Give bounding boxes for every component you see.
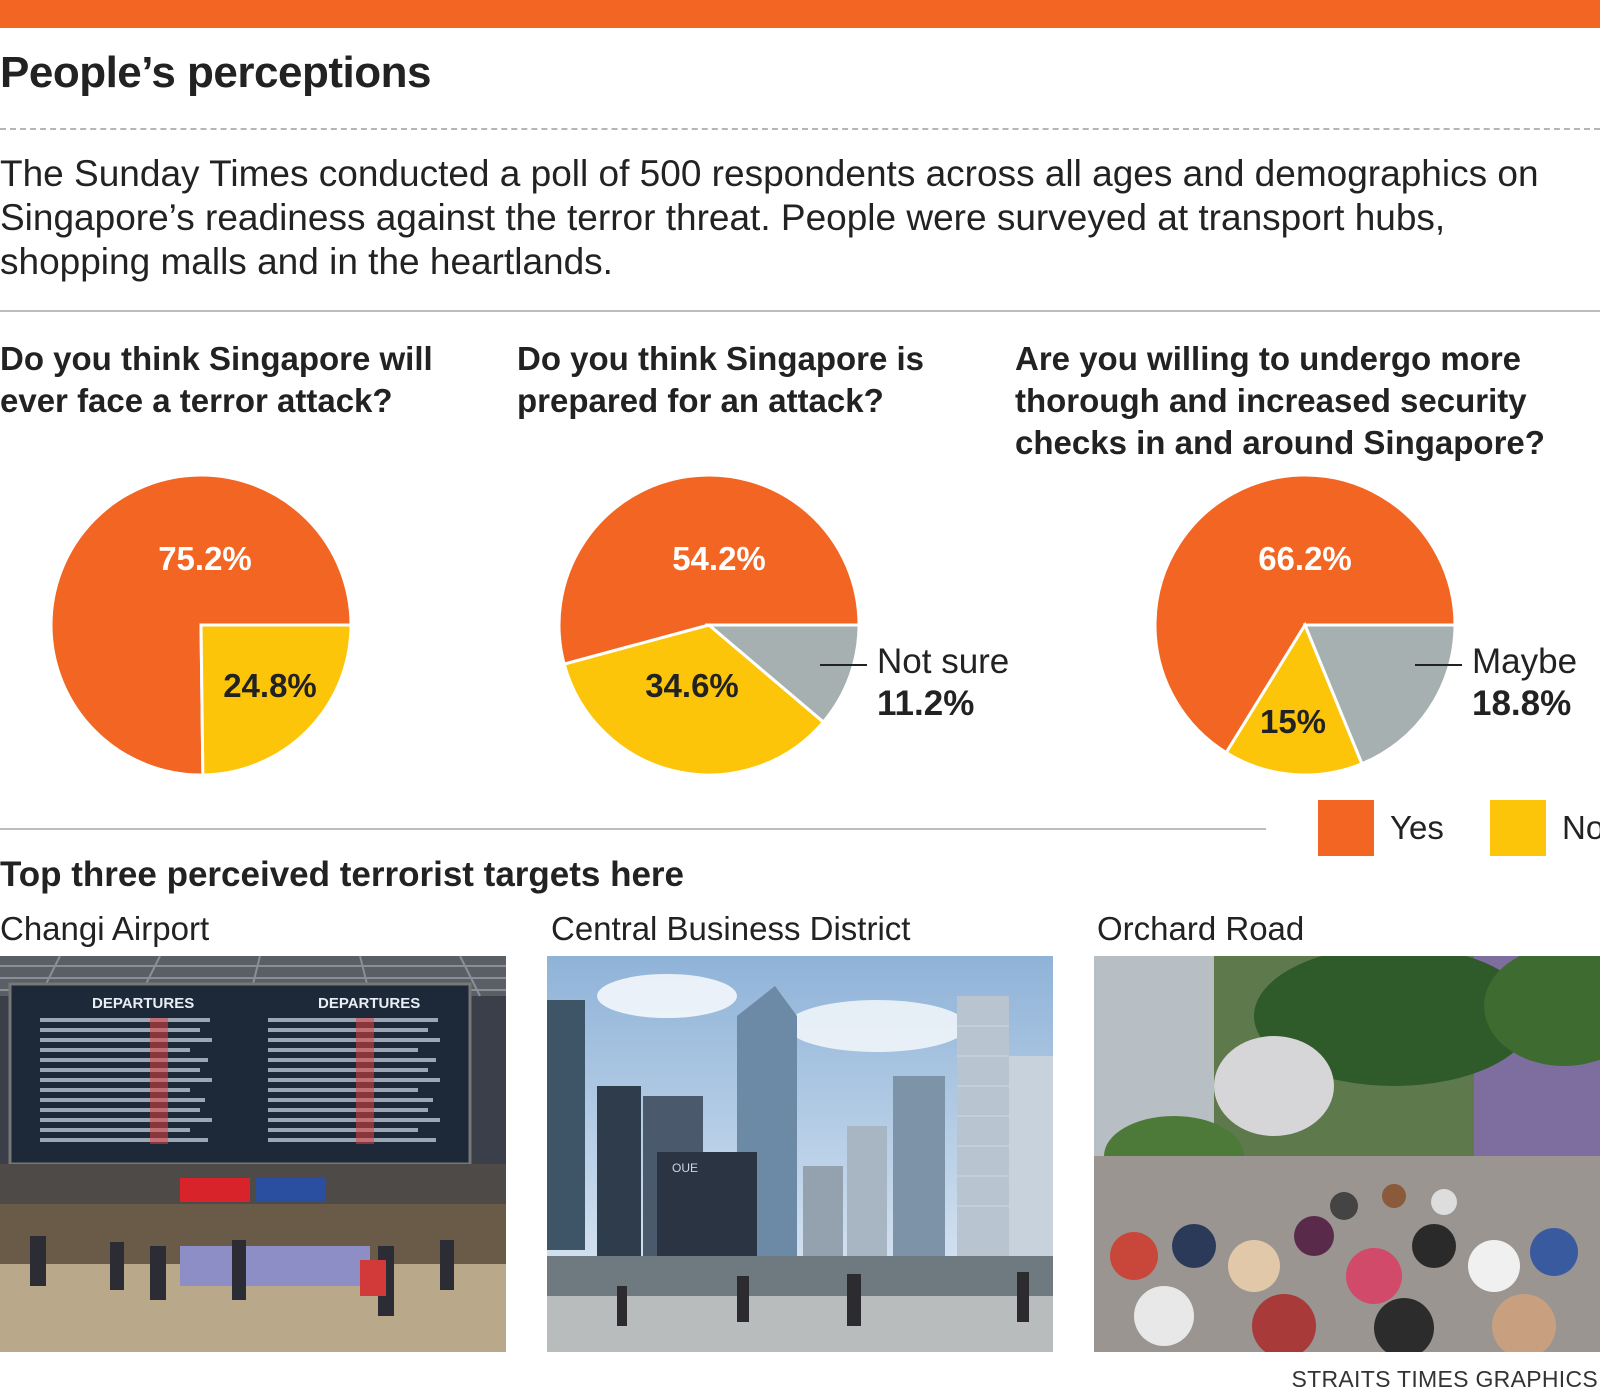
pie3-label-yes: 66.2% xyxy=(1258,540,1352,577)
page-title: People’s perceptions xyxy=(0,48,431,97)
legend-yes: Yes xyxy=(1318,800,1444,856)
legend-no-label: No xyxy=(1562,809,1600,846)
pie3-slice-no xyxy=(1224,621,1364,777)
caption-cbd: Central Business District xyxy=(551,910,911,947)
legend-no-swatch xyxy=(1490,800,1546,856)
pie-chart-1: 75.2% 24.8% xyxy=(49,473,353,777)
pie2-slice-no xyxy=(562,623,826,777)
intro-text: The Sunday Times conducted a poll of 500… xyxy=(0,153,1539,282)
legend-no: No xyxy=(1490,800,1600,856)
caption-changi-airport: Changi Airport xyxy=(0,910,210,947)
section-divider xyxy=(0,310,1600,312)
question-3: Are you willing to undergo more thorough… xyxy=(1015,340,1545,461)
question-2: Do you think Singapore is prepared for a… xyxy=(517,340,925,419)
pie3-label-other-value: 18.8% xyxy=(1472,684,1571,723)
board-sign-1: DEPARTURES xyxy=(92,995,194,1012)
top-accent-bar xyxy=(0,0,1600,28)
chart-divider xyxy=(0,828,1266,830)
pie3-label-other-name: Maybe xyxy=(1472,642,1577,681)
photo-orchard-road xyxy=(1094,956,1600,1352)
pie1-slice-yes xyxy=(49,473,353,777)
board-sign-2: DEPARTURES xyxy=(318,995,420,1012)
caption-orchard-road: Orchard Road xyxy=(1097,910,1305,947)
pie1-slice-no xyxy=(199,623,353,777)
credit-line: STRAITS TIMES GRAPHICS xyxy=(1291,1366,1598,1392)
title-divider xyxy=(0,128,1600,130)
pie2-label-other-value: 11.2% xyxy=(877,684,974,723)
pie2-label-no: 34.6% xyxy=(645,667,739,704)
legend-yes-swatch xyxy=(1318,800,1374,856)
pie2-label-yes: 54.2% xyxy=(672,540,766,577)
question-1: Do you think Singapore will ever face a … xyxy=(0,340,433,419)
legend-yes-label: Yes xyxy=(1390,809,1444,846)
pie3-slice-other xyxy=(1302,623,1457,766)
pie1-label-yes: 75.2% xyxy=(158,540,252,577)
photo-cbd: OUE xyxy=(547,956,1053,1352)
pie3-label-no: 15% xyxy=(1260,703,1326,740)
photo-changi-airport: DEPARTURES DEPARTURES xyxy=(0,956,506,1352)
pie2-label-other-name: Not sure xyxy=(877,642,1009,681)
pie3-slice-yes xyxy=(1153,473,1457,755)
pie2-slice-yes xyxy=(557,473,861,666)
building-sign: OUE xyxy=(672,1161,698,1175)
pie2-slice-other xyxy=(704,623,861,725)
targets-title: Top three perceived terrorist targets he… xyxy=(0,855,685,894)
pie1-label-no: 24.8% xyxy=(223,667,317,704)
